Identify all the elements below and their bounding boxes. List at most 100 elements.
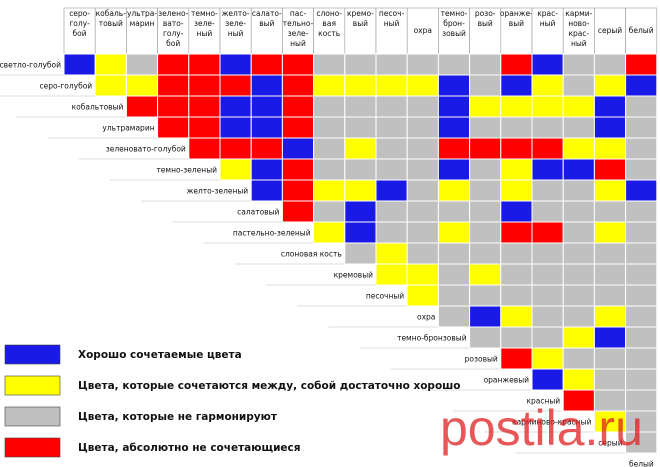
cell [188,53,221,76]
cell [406,95,439,118]
cell [625,74,658,97]
cell [593,326,627,349]
cell [63,53,96,76]
cell [625,53,658,76]
cell [437,53,471,76]
column-header: серый [598,26,622,35]
cell [593,200,627,223]
column-header: тельно- [283,19,314,28]
column-header: зеле- [288,29,309,38]
legend-label: Цвета, абсолютно не сочетающиеся [78,442,301,454]
cell [344,116,377,139]
column-header: кобаль- [96,9,127,18]
cell [625,368,658,391]
cell [344,53,377,76]
cell [344,242,377,265]
column-header: бой [73,29,87,38]
column-header: ный [384,19,400,28]
cell [469,74,502,97]
cell [188,137,221,160]
cell [281,200,315,223]
cell [469,53,502,76]
cell [593,221,627,244]
cell [500,74,533,97]
cell [406,158,439,181]
cell [500,305,533,328]
cell [406,200,439,223]
cell [313,53,346,76]
cell [250,74,283,97]
column-header: голу- [69,19,90,28]
cell [500,221,533,244]
row-label: охра [417,313,435,322]
row-label: светло-голубой [0,61,61,70]
cell [157,95,190,118]
cell [531,347,564,370]
column-header: темно- [441,9,468,18]
column-header: зелено- [158,9,189,18]
cell [500,326,533,349]
cell [500,179,533,202]
cell [500,347,533,370]
cell [625,263,658,286]
cell [593,347,627,370]
cell [469,326,502,349]
cell [625,305,658,328]
cell [281,95,315,118]
row-label: карминово-красный [512,418,591,427]
row-label: белый [629,460,654,467]
cell [157,53,190,76]
cell [500,242,533,265]
cell [250,137,283,160]
row-label: слоновая кость [281,250,342,259]
cell [125,53,159,76]
column-header: охра [414,26,432,35]
cell [625,431,658,454]
cell [593,284,627,307]
cell [500,53,533,76]
legend-swatch [4,437,61,458]
cell [188,116,221,139]
column-header: вый [353,19,368,28]
column-header: слоно- [316,9,342,18]
row-label: кремовый [334,271,373,280]
column-header: крас- [537,9,558,18]
header-cell [406,7,439,55]
cell [250,116,283,139]
column-header: розо- [475,9,496,18]
cell [531,116,564,139]
column-header: кость [318,29,340,38]
column-header: вый [509,19,524,28]
cell [250,179,283,202]
cell [313,179,346,202]
cell [500,116,533,139]
cell [375,116,408,139]
cell [437,200,471,223]
column-header: ный [290,39,306,48]
header-cell [594,7,626,55]
cell [469,221,502,244]
cell [281,179,315,202]
cell [500,284,533,307]
cell [375,221,408,244]
legend-swatch [4,344,61,365]
cell [500,158,533,181]
legend-label: Цвета, которые не гармонируют [78,411,278,423]
cell [562,242,595,265]
column-header: темно- [191,9,218,18]
cell [625,242,658,265]
column-header: песоч- [379,9,405,18]
cell [562,53,595,76]
cell [406,137,439,160]
cell [437,284,471,307]
cell [344,95,377,118]
cell [219,53,252,76]
row-label: кобальтовый [72,103,124,112]
column-header: марин [130,19,155,28]
cell [593,368,627,391]
cell [219,116,252,139]
cell [437,74,471,97]
header-cell [469,7,502,55]
cell [562,200,595,223]
